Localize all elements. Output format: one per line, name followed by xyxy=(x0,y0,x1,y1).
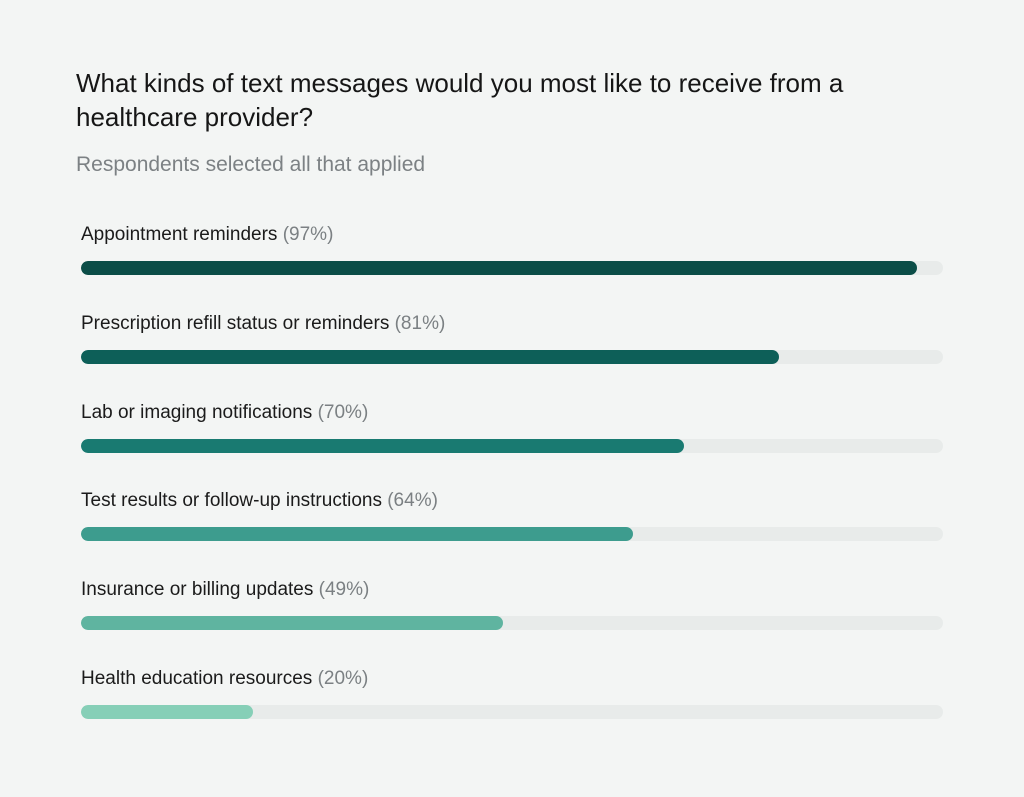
value-label: (70%) xyxy=(317,401,369,423)
chart-title: What kinds of text messages would you mo… xyxy=(76,68,844,132)
bar-track xyxy=(81,438,943,453)
bar-row: Lab or imaging notifications (70%) xyxy=(81,400,943,460)
bar-track xyxy=(81,616,943,631)
bar-label: Test results or follow-up instructions (… xyxy=(81,488,438,514)
category-label: Prescription refill status or reminders xyxy=(81,312,390,334)
bar xyxy=(81,527,633,542)
bar-row: Insurance or billing updates (49%) xyxy=(81,577,943,637)
bar xyxy=(81,616,504,631)
bar-label: Insurance or billing updates (49%) xyxy=(81,577,369,603)
bar xyxy=(81,705,254,719)
value-label: (49%) xyxy=(318,579,370,601)
value-label: (97%) xyxy=(282,224,334,245)
bar-row: Appointment reminders (97%) xyxy=(81,222,943,282)
bar-label: Health education resources (20%) xyxy=(81,666,368,692)
value-label: (81%) xyxy=(394,312,446,334)
bar-track xyxy=(81,705,943,719)
bar xyxy=(81,261,918,275)
bar-track xyxy=(81,349,943,364)
chart-subtitle: Respondents selected all that applied xyxy=(76,153,426,176)
bar-label: Appointment reminders (97%) xyxy=(81,222,333,248)
category-label: Test results or follow-up instructions xyxy=(81,490,382,512)
bar-track xyxy=(81,261,943,275)
bar-row: Health education resources (20%) xyxy=(81,666,943,726)
bar xyxy=(81,349,780,364)
bar xyxy=(81,438,685,453)
category-label: Insurance or billing updates xyxy=(81,579,314,601)
bar-row: Prescription refill status or reminders … xyxy=(81,311,943,371)
category-label: Lab or imaging notifications xyxy=(81,401,313,423)
bar-track xyxy=(81,527,943,542)
category-label: Health education resources xyxy=(81,668,313,689)
value-label: (20%) xyxy=(317,668,369,689)
value-label: (64%) xyxy=(387,490,438,512)
bar-row: Test results or follow-up instructions (… xyxy=(81,488,943,548)
category-label: Appointment reminders xyxy=(81,224,278,245)
bar-label: Lab or imaging notifications (70%) xyxy=(81,400,368,426)
bar-label: Prescription refill status or reminders … xyxy=(81,311,445,337)
